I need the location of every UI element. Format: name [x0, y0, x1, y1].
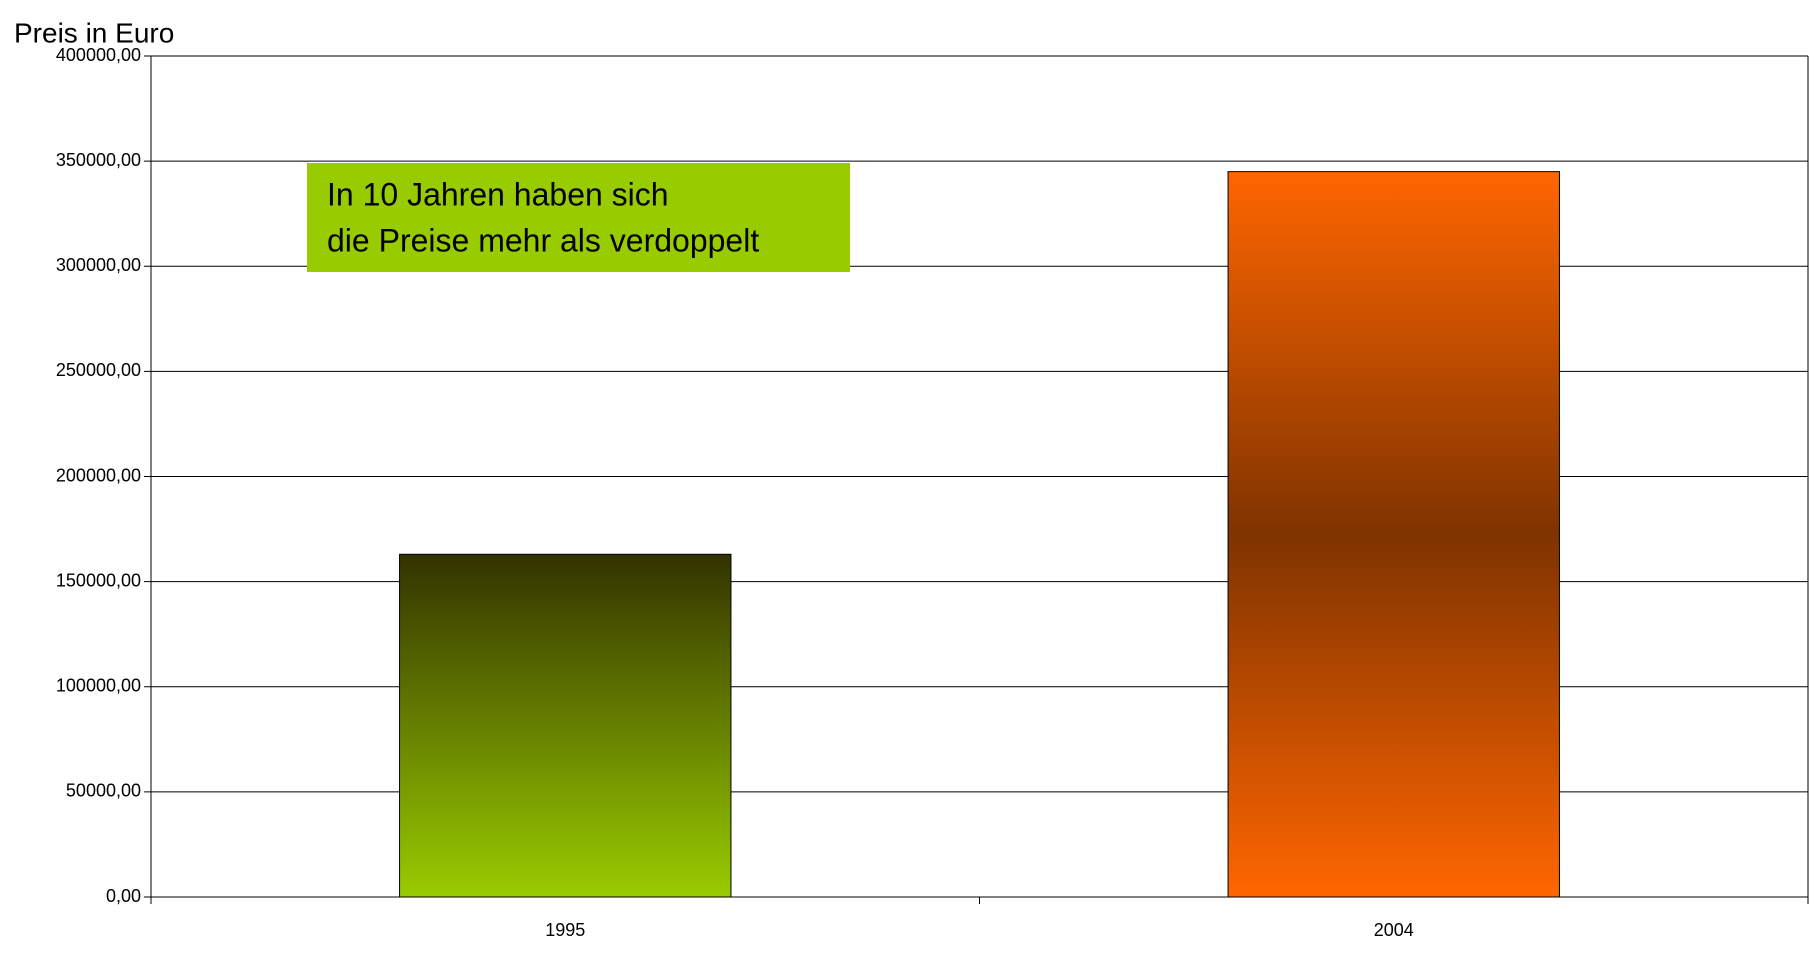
y-axis-label: Preis in Euro — [14, 17, 174, 48]
annotation-text: die Preise mehr als verdoppelt — [327, 222, 759, 258]
y-tick-label: 50000,00 — [66, 781, 141, 801]
annotation: In 10 Jahren haben sich die Preise mehr a… — [307, 163, 850, 272]
y-tick-label: 350000,00 — [56, 150, 141, 170]
x-tick-label: 2004 — [1374, 920, 1414, 940]
annotation-box — [307, 163, 850, 272]
y-tick-label: 250000,00 — [56, 360, 141, 380]
y-tick-label: 300000,00 — [56, 255, 141, 275]
y-tick-label: 0,00 — [106, 886, 141, 906]
annotation-text: In 10 Jahren haben sich — [327, 176, 669, 212]
y-tick-label: 100000,00 — [56, 676, 141, 696]
y-tick-label: 150000,00 — [56, 570, 141, 590]
x-tick-label: 1995 — [545, 920, 585, 940]
y-tick-label: 400000,00 — [56, 45, 141, 65]
bar — [399, 553, 732, 898]
y-tick-label: 200000,00 — [56, 465, 141, 485]
bar — [1227, 171, 1560, 898]
